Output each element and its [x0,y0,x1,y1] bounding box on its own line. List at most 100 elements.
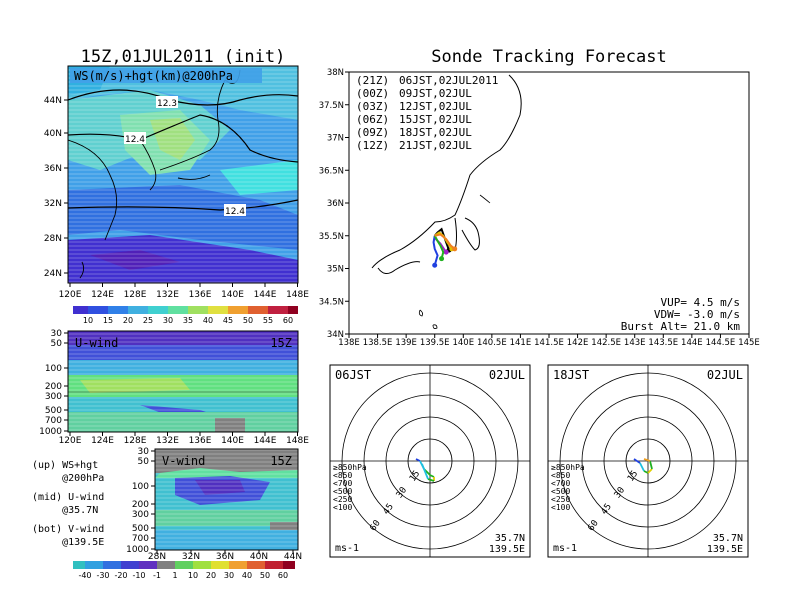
lat-tick-label: 40N [44,129,62,139]
lat-tick-label: 35N [327,265,344,275]
lon-tick-label: 139.5E [420,338,450,348]
legend-jst: 12JST,02JUL [399,100,472,113]
legend-utc: (09Z) [356,126,389,139]
level-legend: <100 [551,503,570,512]
pressure-tick-label: 300 [45,392,62,402]
pressure-tick-label: 30 [138,447,150,457]
hodograph-lon: 139.5E [707,544,743,555]
legend-utc: (00Z) [356,87,389,100]
hodograph-unit: ms-1 [553,543,577,554]
lat-tick-label: 38N [327,68,344,78]
pressure-tick-label: 30 [51,329,63,339]
legend-jst: 21JST,02JUL [399,139,472,152]
colorbar-tick-label: 40 [203,316,213,325]
legend-jst: 18JST,02JUL [399,126,472,139]
hodograph-date: 02JUL [707,368,743,382]
hgt-label: 12.4 [225,207,245,217]
colorbar-tick-label: 30 [224,571,234,580]
label-bg [690,367,746,381]
lon-tick-label: 136E [189,290,212,300]
colorbar-tick-label: 60 [278,571,288,580]
lon-tick-label: 140E [452,338,474,348]
track-line [434,233,456,250]
v-colorbar: -40 -30 -20 -10 -1 1 10 20 30 40 50 60 [73,561,295,580]
lon-tick-label: 120E [59,290,82,300]
lon-tick-label: 143E [624,338,646,348]
colorbar-tick-label: 20 [123,316,133,325]
param-vdw: VDW= -3.0 m/s [654,308,740,321]
lon-tick-label: 142E [567,338,589,348]
pressure-tick-label: 100 [45,364,62,374]
level-legend: <850 [551,471,570,480]
lat-tick-label: 32N [44,199,62,209]
legend-bot: (bot) V-wind [32,524,104,535]
hodograph-trace [647,468,653,474]
label-bg [550,367,590,381]
hgt-label: 12.4 [125,135,145,145]
legend-up: (up) WS+hgt [32,460,98,471]
u-wind-time: 15Z [270,336,292,350]
lat-tick-label: 36N [216,552,234,562]
lat-tick-label: 24N [44,269,62,279]
hodograph-trace [633,458,641,464]
left-title: 15Z,01JUL2011 (init) [81,47,286,67]
colorbar-tick-label: 15 [103,316,113,325]
lon-tick-label: 128E [124,436,147,446]
lat-tick-label: 35.5N [319,232,344,242]
level-legend: <700 [551,479,570,488]
right-title: Sonde Tracking Forecast [431,47,666,67]
pressure-tick-label: 700 [45,416,62,426]
colorbar-tick-label: 60 [283,316,293,325]
panel-legend: (up) WS+hgt @200hPa (mid) U-wind @35.7N … [32,460,104,548]
legend-jst: 15JST,02JUL [399,113,472,126]
lon-tick-label: 124E [91,290,114,300]
hodograph-time: 06JST [335,368,371,382]
colorbar-tick-label: 50 [243,316,253,325]
lat-tick-label: 37.5N [319,101,344,111]
legend-mid: (mid) U-wind [32,492,104,503]
track-line [432,235,439,266]
colorbar-tick-label: 45 [223,316,233,325]
colorbar-tick-label: -1 [153,571,161,580]
lat-tick-label: 34N [327,330,344,340]
level-legend: <700 [333,479,352,488]
pressure-tick-label: 1000 [39,427,62,437]
hodograph-trace [643,470,649,474]
lat-tick-label: 28N [148,552,166,562]
u-wind-label: U-wind [75,336,118,350]
level-legend: ≥850hPa [551,463,585,472]
lon-tick-label: 144E [681,338,703,348]
lat-tick-label: 40N [250,552,268,562]
colorbar-tick-label: 10 [83,316,93,325]
colorbar-tick-label: -40 [78,571,91,580]
level-legend: <250 [333,495,352,504]
level-legend: <250 [551,495,570,504]
lon-tick-label: 132E [156,436,179,446]
legend-utc: (06Z) [356,113,389,126]
pressure-tick-label: 1000 [126,545,149,555]
level-legend: ≥850hPa [333,463,367,472]
legend-mid-lat: @35.7N [32,505,98,516]
colorbar-tick-label: 1 [172,571,177,580]
param-burst: Burst Alt= 21.0 km [621,320,741,333]
lat-tick-label: 32N [182,552,200,562]
hodograph-trace [649,460,653,470]
hgt-label: 12.3 [157,99,177,109]
hodograph-trace [427,478,435,482]
wind-speed-map: WS(m/s)+hgt(km)@200hPa 12.3 12.4 12.4 44… [44,65,309,300]
lat-tick-label: 36N [44,164,62,174]
lat-tick-label: 36.5N [319,166,344,176]
lat-tick-label: 37N [327,134,344,144]
pressure-tick-label: 200 [45,382,62,392]
hodograph-lon: 139.5E [489,544,525,555]
lat-tick-label: 34.5N [319,297,344,307]
legend-jst: 06JST,02JUL2011 [399,74,498,87]
hodograph-panel: 18JST 02JUL15304560≥850hPa<850<700<500<25… [547,364,749,558]
lon-tick-label: 138E [338,338,360,348]
lon-tick-label: 144.5E [706,338,736,348]
lon-tick-label: 132E [156,290,179,300]
level-legend: <500 [333,487,352,496]
lon-tick-label: 124E [91,436,114,446]
colorbar-tick-label: 20 [206,571,216,580]
